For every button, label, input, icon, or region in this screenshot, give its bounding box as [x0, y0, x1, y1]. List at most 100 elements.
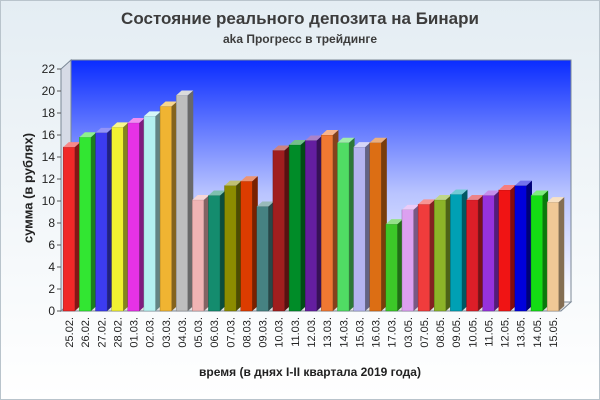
x-tick-label: 10.03.: [274, 317, 286, 348]
bar: [321, 130, 339, 312]
bar: [111, 122, 129, 312]
bar-top: [111, 122, 129, 128]
y-tick-label: 20: [42, 84, 56, 98]
bar-side: [123, 122, 129, 311]
bar-front: [466, 199, 479, 312]
bar-front: [224, 185, 237, 312]
bar: [208, 190, 226, 312]
bar-front: [95, 132, 108, 312]
bar-side: [236, 180, 242, 311]
bar-side: [155, 111, 162, 311]
x-tick-label: 16.03.: [371, 317, 383, 348]
x-tick-label: 02.03.: [145, 317, 157, 348]
x-tick-label: 26.02.: [80, 317, 92, 348]
x-tick-label: 14.03.: [338, 317, 350, 348]
bar-top: [353, 142, 371, 148]
bar-side: [494, 190, 500, 311]
bar-front: [79, 136, 92, 312]
x-tick-label: 13.05.: [516, 317, 528, 348]
bar-top: [224, 180, 242, 186]
bar-top: [208, 190, 226, 196]
chart-subtitle: aka Прогресс в трейдинге: [222, 32, 378, 46]
bar-front: [63, 146, 76, 312]
bar-side: [284, 145, 291, 311]
bar: [288, 139, 307, 312]
bar-front: [256, 206, 269, 312]
x-tick-label: 10.05.: [467, 317, 479, 348]
bar-side: [203, 194, 210, 311]
bar-side: [107, 127, 113, 311]
y-tick-label: 6: [48, 238, 55, 252]
bar: [256, 201, 274, 312]
bar-top: [127, 117, 145, 123]
bar-front: [417, 204, 430, 312]
bar-top: [401, 204, 420, 210]
bar-top: [256, 201, 274, 207]
bar: [127, 117, 145, 312]
bar-side: [139, 117, 145, 311]
bar: [304, 135, 323, 312]
bar-side: [316, 135, 323, 311]
x-tick-label: 25.02.: [64, 317, 76, 348]
bar-side: [542, 190, 549, 311]
bar: [401, 204, 420, 312]
y-tick-label: 12: [42, 172, 56, 186]
y-tick-label: 22: [42, 62, 56, 76]
bar-top: [385, 219, 403, 225]
bar-front: [288, 144, 301, 312]
bar: [175, 90, 194, 312]
x-tick-label: 05.03.: [193, 317, 205, 348]
bar-front: [143, 116, 156, 312]
x-tick-label: 11.03.: [290, 317, 302, 347]
bar: [482, 190, 500, 312]
y-tick-label: 4: [48, 260, 55, 274]
x-tick-label: 28.02.: [112, 317, 124, 348]
bar-side: [349, 137, 355, 311]
bar-front: [369, 142, 382, 312]
bar-front: [192, 199, 205, 312]
bar: [450, 189, 468, 312]
x-axis-label: время (в днях I-II квартала 2019 года): [199, 365, 421, 379]
y-tick-label: 0: [48, 304, 55, 318]
x-tick-label: 27.02.: [96, 317, 108, 348]
bar-side: [461, 189, 468, 311]
x-tick-label: 09.05.: [451, 317, 463, 348]
bar-top: [498, 185, 516, 190]
x-tick-label: 03.05.: [403, 317, 415, 348]
x-tick-label: 07.03.: [225, 317, 237, 348]
chart-title: Состояние реального депозита на Бинари: [121, 9, 479, 28]
x-tick-label: 07.05.: [419, 317, 431, 348]
bar-front: [337, 142, 350, 312]
bar-side: [171, 101, 178, 311]
bar: [63, 142, 81, 312]
bar: [530, 190, 549, 312]
bar-side: [558, 197, 565, 311]
x-tick-label: 12.03.: [306, 317, 318, 348]
bar: [466, 194, 484, 312]
bar-top: [321, 130, 339, 135]
bar-front: [353, 146, 366, 312]
bar: [159, 101, 178, 312]
bar-front: [127, 122, 140, 312]
x-tick-label: 06.03.: [209, 317, 221, 348]
bar-side: [381, 137, 387, 311]
bar-side: [478, 194, 484, 311]
bar-front: [482, 195, 495, 312]
bar-front: [159, 106, 172, 312]
bar-side: [300, 139, 307, 311]
y-tick-label: 14: [42, 150, 56, 164]
bar-front: [208, 195, 221, 312]
bar-front: [434, 199, 447, 312]
bar-top: [434, 194, 452, 200]
bar-top: [531, 190, 549, 196]
bar: [498, 185, 516, 312]
x-tick-label: 01.03.: [129, 317, 141, 348]
x-tick-label: 08.05.: [435, 317, 447, 348]
bar-top: [482, 190, 500, 196]
bar-side: [413, 204, 420, 311]
bar: [417, 199, 436, 312]
bar-side: [220, 190, 226, 311]
y-tick-label: 2: [48, 282, 55, 296]
bar-top: [514, 180, 532, 186]
